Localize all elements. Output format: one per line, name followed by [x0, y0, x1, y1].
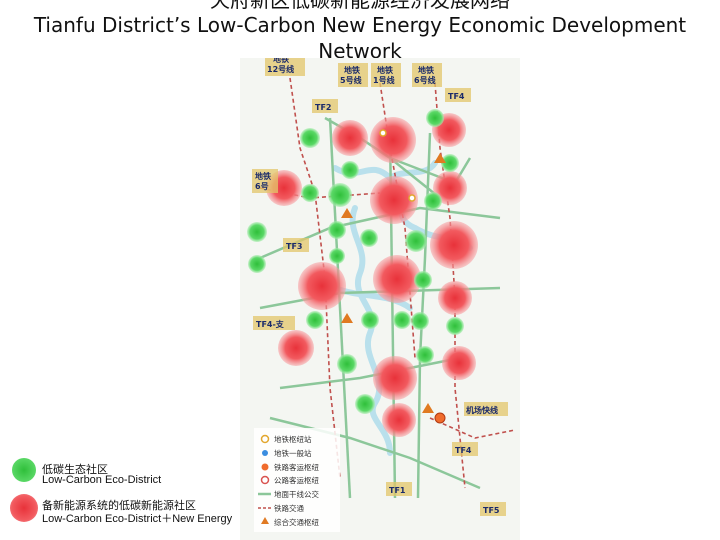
eco-district	[300, 128, 320, 148]
tf4-lower-label-box	[452, 442, 478, 456]
metro6-label-box	[412, 63, 442, 87]
bus-hub-icon	[260, 475, 270, 485]
hub-station-icon	[260, 434, 270, 444]
metro6-label-line2: 6号线	[414, 75, 436, 85]
eco-district	[441, 154, 459, 172]
tf3-label: TF3	[286, 242, 303, 251]
tf2-label-box	[312, 99, 338, 113]
energy-district	[382, 403, 416, 437]
map-legend-label: 综合交通枢纽	[274, 517, 319, 527]
metro12-label-box	[265, 58, 305, 76]
rail-hub-icon	[434, 412, 446, 424]
eco-district	[328, 183, 352, 207]
energy-district	[278, 330, 314, 366]
legend-eco-district-cn: 低碳生态社区	[42, 463, 108, 476]
energy-district	[442, 346, 476, 380]
metro6-side-label-line1: 地铁	[255, 171, 271, 181]
transport-hub-icon	[422, 403, 434, 413]
energy-district	[370, 117, 416, 163]
rail-hub-icon	[261, 463, 269, 471]
map-label-group: 地铁 12号线 地铁 5号线 地铁 1号线 地铁 6号线 地铁 6号 TF2 T…	[252, 58, 508, 516]
eco-districts	[247, 109, 464, 414]
transport-hub-icon	[434, 153, 446, 163]
map-legend-label: 地面干线公交	[274, 489, 319, 499]
energy-district	[332, 120, 368, 156]
legend-energy-district-en: Low-Carbon Eco-District＋New Energy	[42, 513, 233, 525]
eco-district	[426, 109, 444, 127]
metro5-label-box	[338, 63, 368, 87]
tf1-label-box	[386, 482, 412, 496]
legend-eco-district-en: Low-Carbon Eco-District	[42, 474, 162, 486]
stations	[341, 129, 446, 424]
metro1-label-box	[371, 63, 401, 87]
eco-district	[306, 311, 324, 329]
eco-district	[411, 312, 429, 330]
tf2-label: TF2	[315, 103, 332, 112]
energy-district-swatch	[10, 494, 38, 522]
map-title-english-line1: Tianfu District’s Low-Carbon New Energy …	[33, 13, 687, 37]
hub-station-icon	[408, 194, 416, 202]
tf4-label: TF4	[448, 92, 465, 101]
eco-district	[301, 184, 319, 202]
energy-district	[433, 171, 467, 205]
eco-district	[405, 230, 427, 252]
eco-district	[446, 317, 464, 335]
tf5-label-box	[480, 502, 506, 516]
tianfu-network-map: 地铁 12号线 地铁 5号线 地铁 1号线 地铁 6号线 地铁 6号 TF2 T…	[240, 58, 520, 540]
eco-district	[424, 192, 442, 210]
tf4-branch-label: TF4-支	[256, 319, 285, 329]
metro5-label-line1: 地铁	[344, 65, 360, 75]
eco-district	[337, 354, 357, 374]
energy-district	[430, 221, 478, 269]
tf3-label-box	[283, 238, 309, 252]
eco-district	[414, 271, 432, 289]
tf1-label: TF1	[389, 486, 406, 495]
map-legend-label: 铁路客运枢纽	[274, 462, 319, 472]
map-inset-legend: 地铁枢纽站 地铁一般站 铁路客运枢纽 公路客运枢纽 地面干线公交 铁路交通 综合…	[254, 428, 340, 532]
energy-district	[373, 255, 421, 303]
eco-district-swatch	[12, 458, 36, 482]
map-legend-label: 铁路交通	[274, 503, 304, 513]
eco-district	[247, 222, 267, 242]
metro5-label-line2: 5号线	[340, 75, 362, 85]
legend-energy-district-cn: 备新能源系统的低碳新能源社区	[42, 499, 196, 512]
eco-district	[329, 248, 345, 264]
map-legend-label: 公路客运枢纽	[274, 475, 319, 485]
eco-district	[328, 221, 346, 239]
transport-hub-icon	[341, 208, 353, 218]
metro12-label-line1: 地铁	[273, 58, 289, 64]
tf4-lower-label: TF4	[455, 446, 472, 455]
eco-district	[393, 311, 411, 329]
transport-hub-icon	[261, 517, 269, 524]
map-legend-label: 地铁一般站	[274, 448, 312, 458]
airport-express-label: 机场快线	[466, 405, 498, 415]
metro6-side-label-line2: 6号	[255, 182, 269, 191]
energy-district	[370, 176, 418, 224]
metro6-label-line1: 地铁	[418, 65, 434, 75]
metro6-side-label-box	[252, 169, 278, 193]
eco-district	[248, 255, 266, 273]
transport-hub-icon	[341, 313, 353, 323]
metro12-label-line2: 12号线	[267, 64, 294, 74]
tf5-label: TF5	[483, 506, 500, 515]
metro-station-icon	[262, 450, 268, 456]
tf4-label-box	[445, 88, 471, 102]
map-title-chinese: 天府新区低碳新能源经济发展网络	[210, 0, 510, 12]
eco-district	[341, 161, 359, 179]
eco-district	[361, 311, 379, 329]
metro1-label-line1: 地铁	[377, 65, 393, 75]
energy-district	[298, 262, 346, 310]
eco-district	[355, 394, 375, 414]
airport-express-label-box	[464, 402, 508, 416]
map-legend-label: 地铁枢纽站	[274, 434, 312, 444]
tf4-branch-label-box	[253, 316, 295, 330]
energy-district	[438, 281, 472, 315]
metro1-label-line2: 1号线	[373, 75, 395, 85]
eco-district	[416, 346, 434, 364]
hub-station-icon	[379, 129, 387, 137]
energy-district	[373, 356, 417, 400]
eco-district	[360, 229, 378, 247]
